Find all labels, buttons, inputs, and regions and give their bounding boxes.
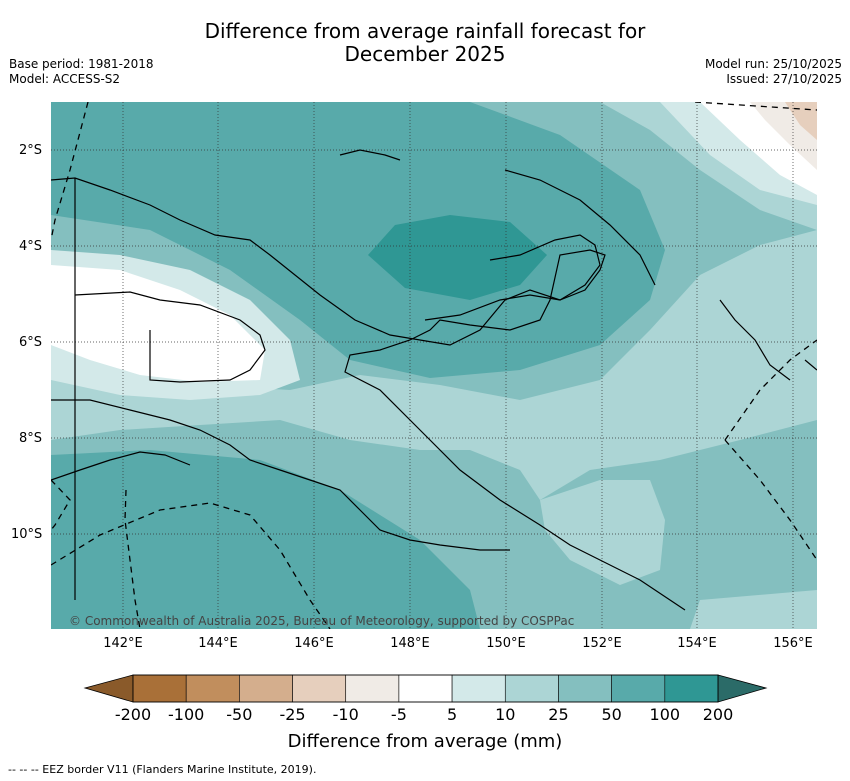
colorbar-tick-label: 25 [548, 705, 569, 724]
colorbar-outline [132, 674, 719, 703]
lon-label-152e: 152°E [582, 636, 622, 651]
meta-right: Model run: 25/10/2025 Issued: 27/10/2025 [705, 57, 842, 87]
colorbar-label: Difference from average (mm) [287, 731, 563, 752]
border-png [74, 291, 266, 383]
colorbar-tick-label: -25 [279, 705, 306, 724]
coastlines [51, 149, 817, 611]
colorbar [83, 674, 768, 703]
lon-label-146e: 146°E [294, 636, 334, 651]
colorbar-segment [558, 674, 612, 703]
lat-label-10s: 10°S [11, 527, 43, 542]
lon-label-144e: 144°E [198, 636, 238, 651]
colorbar-tick-label: 200 [702, 705, 734, 724]
lat-label-8s: 8°S [19, 431, 43, 446]
field-50-100-south [51, 450, 480, 629]
field-50-100-north [51, 102, 665, 378]
colorbar-tick-label: 100 [649, 705, 681, 724]
colorbar-segment [398, 674, 453, 703]
colorbar-under-arrow [83, 674, 134, 703]
solomon-islands [804, 359, 817, 371]
colorbar-tick-label: 10 [495, 705, 516, 724]
field-100-200-core [368, 215, 547, 300]
colorbar-tick-label: -100 [168, 705, 205, 724]
colorbar-segment [611, 674, 666, 703]
colorbar-segment [185, 674, 240, 703]
colorbar-tick-label: -10 [332, 705, 359, 724]
colorbar-tick-label: -200 [114, 705, 152, 724]
contour-fields [51, 102, 817, 629]
model-name: Model: ACCESS-S2 [9, 72, 121, 86]
lat-label-6s: 6°S [19, 335, 43, 350]
lon-label-150e: 150°E [486, 636, 526, 651]
base-period: Base period: 1981-2018 [9, 57, 154, 71]
manus-island [339, 149, 401, 161]
colorbar-segment [292, 674, 347, 703]
new-britain [424, 234, 601, 321]
bougainville [719, 299, 791, 381]
lat-label-4s: 4°S [19, 239, 43, 254]
title-line-1: Difference from average rainfall forecas… [204, 19, 646, 43]
colorbar-segments [132, 674, 719, 703]
colorbar-tick-label: 5 [446, 705, 458, 724]
lon-label-142e: 142°E [103, 636, 143, 651]
field-10-25-south [690, 590, 817, 629]
colorbar-segment [504, 674, 559, 703]
copyright-notice: © Commonwealth of Australia 2025, Bureau… [69, 614, 575, 628]
eez-borders [51, 102, 817, 629]
colorbar-tick-label: 50 [601, 705, 622, 724]
colorbar-tick-label: -5 [390, 705, 407, 724]
colorbar-segment [132, 674, 187, 703]
lon-label-148e: 148°E [390, 636, 430, 651]
map-title: Difference from average rainfall forecas… [0, 20, 850, 66]
gridlines [51, 102, 817, 629]
new-guinea-coast [51, 177, 686, 611]
meta-left: Base period: 1981-2018 Model: ACCESS-S2 [9, 57, 154, 87]
colorbar-segment [345, 674, 400, 703]
model-run: Model run: 25/10/2025 [704, 57, 842, 71]
lat-label-2s: 2°S [19, 143, 43, 158]
eez-legend: -- -- -- EEZ border V11 (Flanders Marine… [8, 763, 317, 776]
field-neutral-west [51, 265, 265, 382]
issued-date: Issued: 27/10/2025 [726, 72, 842, 86]
lon-label-156e: 156°E [773, 636, 813, 651]
colorbar-segment [451, 674, 506, 703]
colorbar-segment [664, 674, 719, 703]
new-ireland [504, 169, 656, 286]
colorbar-over-arrow [717, 674, 768, 703]
field-10-25-band [51, 230, 817, 500]
colorbar-tick-label: -50 [226, 705, 253, 724]
gulf-coast [51, 399, 510, 551]
title-line-2: December 2025 [344, 42, 506, 66]
colorbar-segment [239, 674, 293, 703]
field-10-25-se [540, 480, 665, 585]
lon-label-154e: 154°E [677, 636, 717, 651]
